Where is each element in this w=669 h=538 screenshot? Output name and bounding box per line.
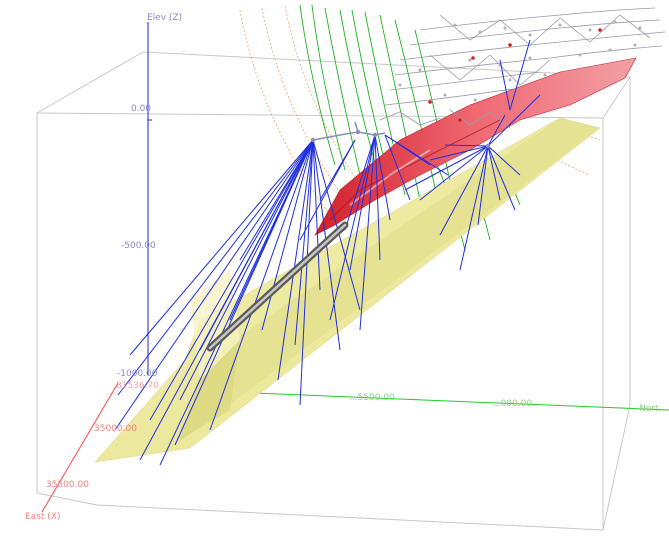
footwall-surface[interactable] — [94, 117, 601, 463]
drillhole-fan-east[interactable] — [404, 39, 541, 271]
collar-points — [310, 129, 491, 149]
y-axis-line — [252, 392, 669, 411]
z-tick-0: 0.00 — [131, 104, 151, 114]
y-tick-a: ...5500.00 — [349, 393, 395, 403]
x-axis-line — [41, 382, 119, 513]
x-axis-title: East (X) — [25, 512, 60, 522]
z-axis-title: Elev (Z) — [147, 13, 182, 23]
decline-tunnel[interactable] — [206, 221, 349, 352]
y-tick-b: ...000.00 — [492, 399, 532, 409]
bounding-box — [36, 51, 631, 531]
x-tick-35000: 35000.00 — [94, 424, 137, 434]
red-markers — [428, 28, 602, 122]
x-tick-35500: 35500.00 — [46, 480, 89, 490]
topography-points — [398, 20, 642, 102]
corner-coordinate-label: 81536.70 — [116, 381, 159, 391]
z-tick-500: -500.00 — [121, 241, 156, 251]
orebody[interactable] — [314, 57, 637, 236]
z-tick-1000: -1000.00 — [117, 369, 158, 379]
topography-mesh — [379, 7, 666, 129]
drillhole-fan-west[interactable] — [114, 139, 361, 466]
y-axis-title: Nort... — [639, 404, 667, 414]
